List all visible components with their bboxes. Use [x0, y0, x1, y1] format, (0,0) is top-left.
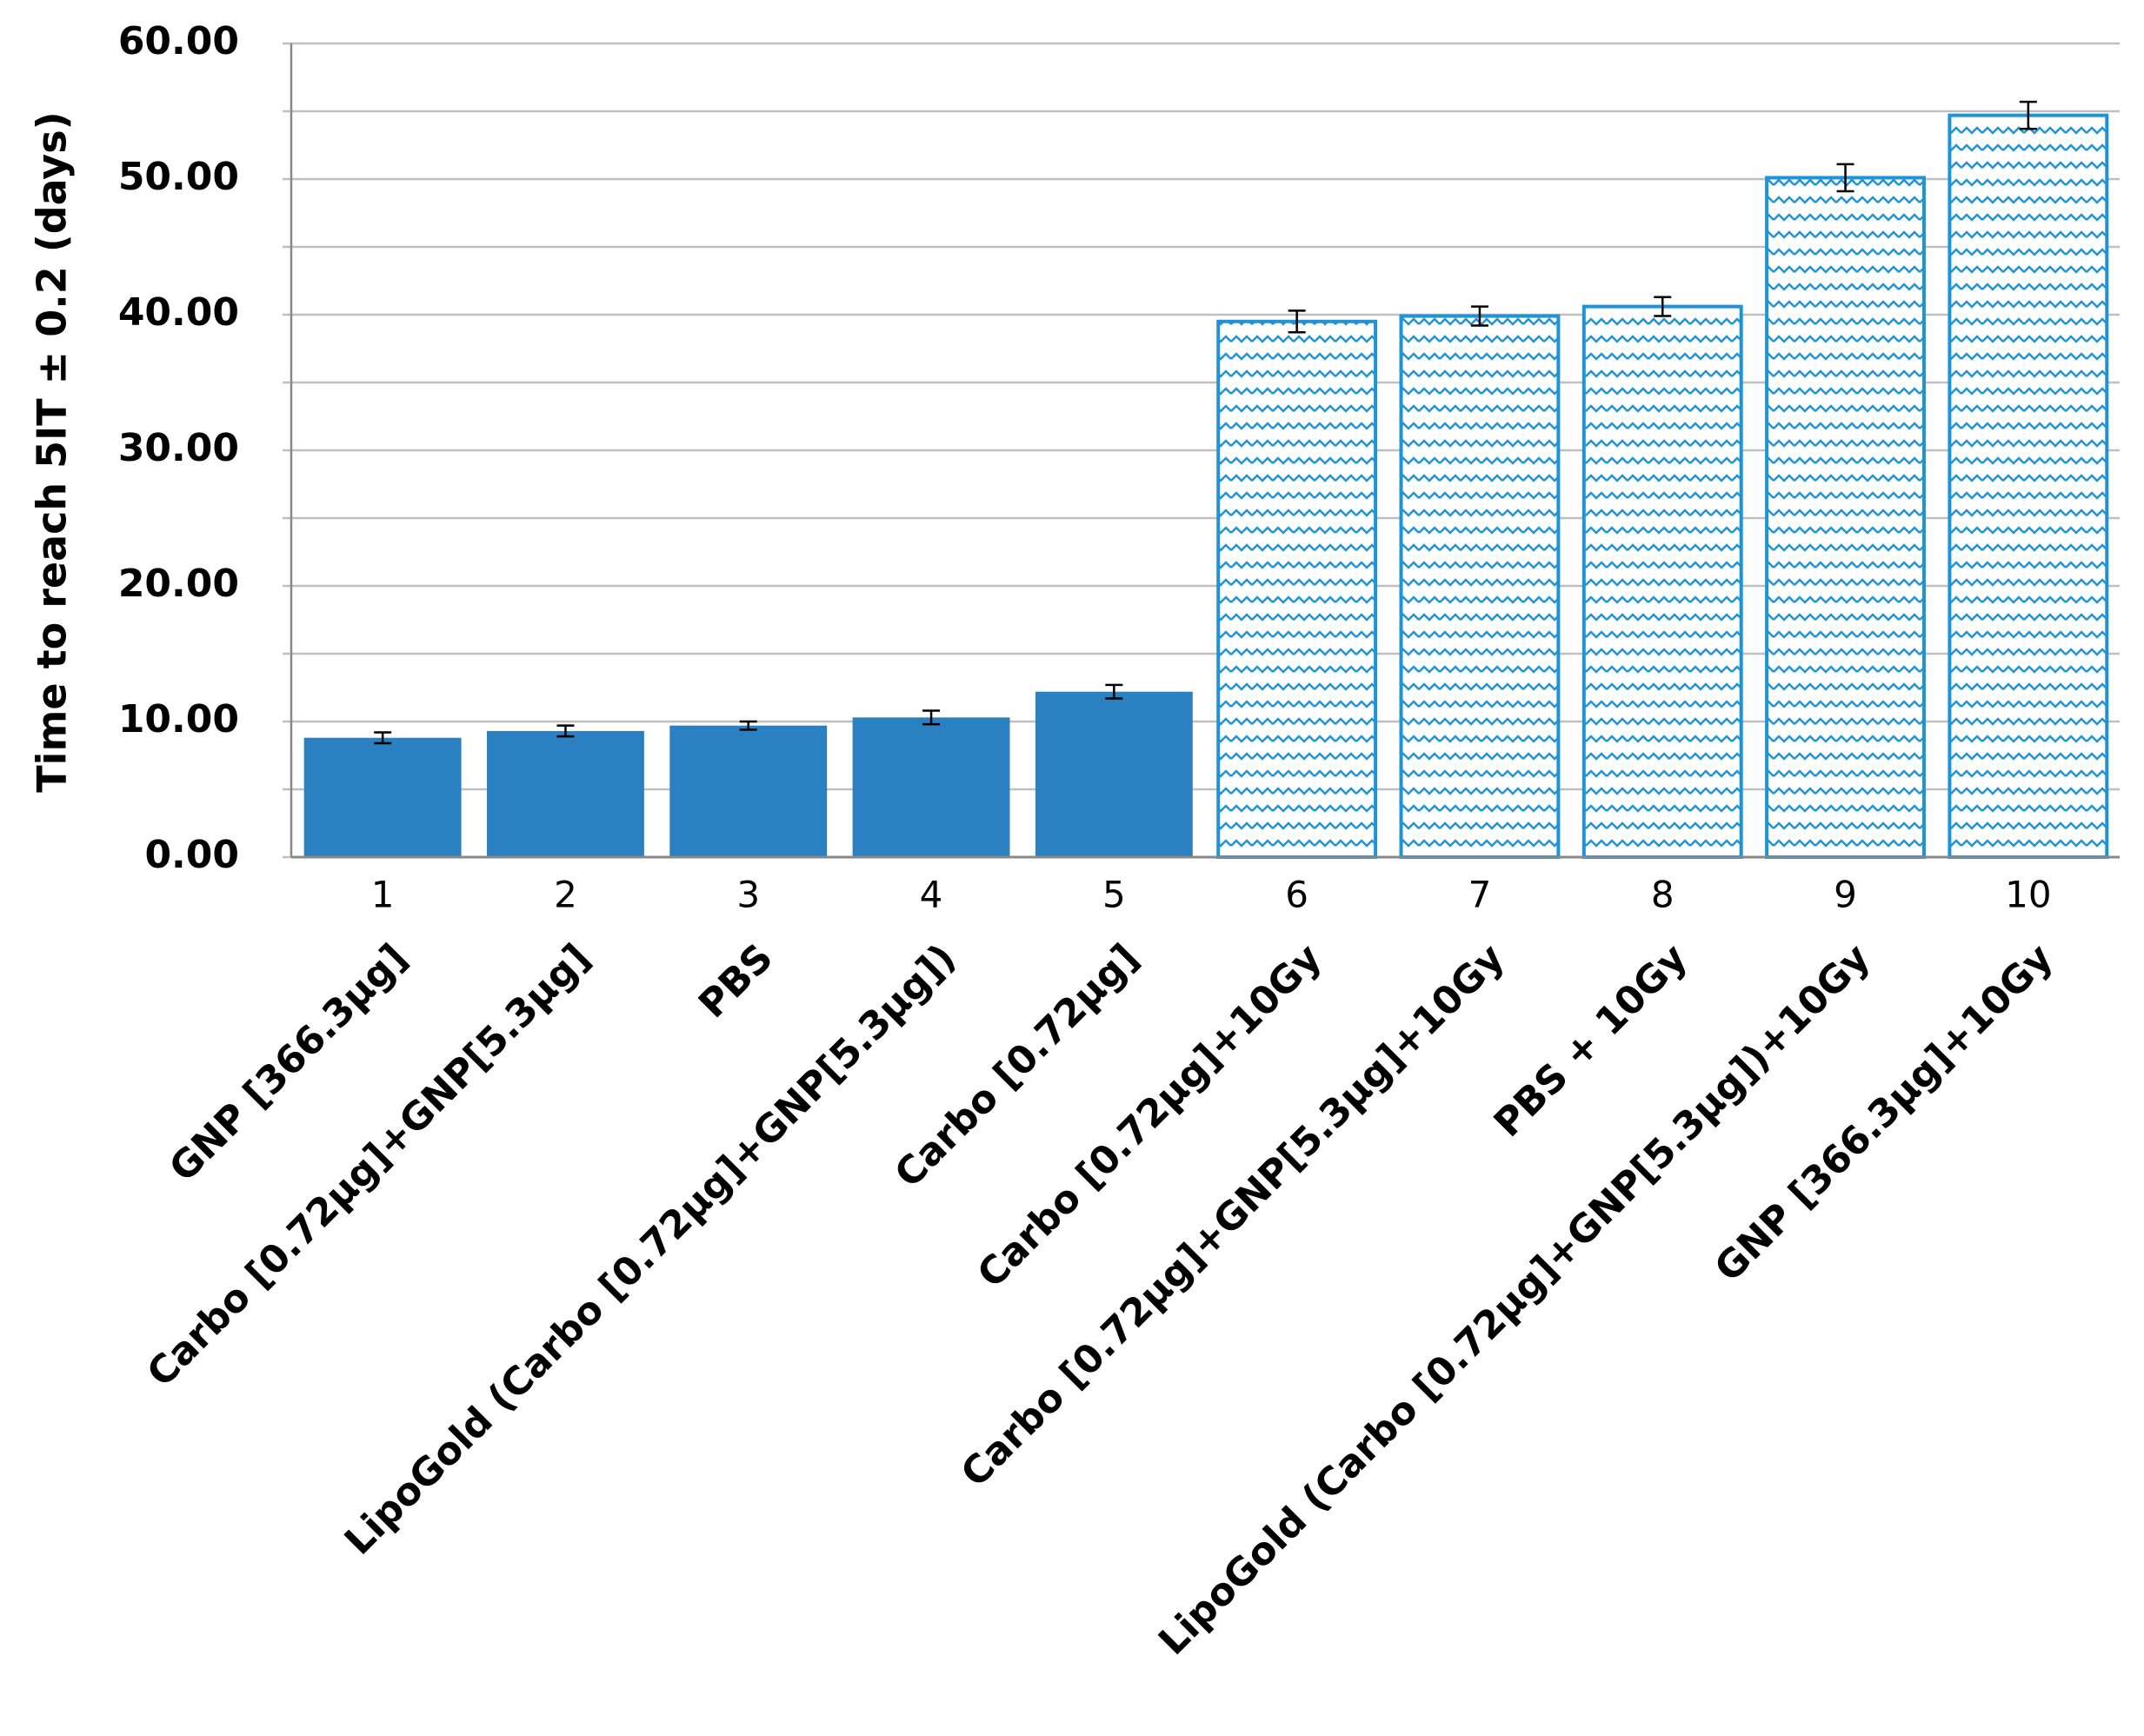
x-tick-label: 5: [1102, 874, 1126, 916]
x-tick-label: 6: [1285, 874, 1308, 916]
y-tick-label: 30.00: [118, 426, 239, 470]
bar: [669, 725, 828, 857]
bar: [1399, 314, 1561, 859]
x-tick-label: 1: [371, 874, 395, 916]
category-name: GNP [366.3µg]+10Gy: [1707, 935, 2061, 1290]
y-tick-label: 50.00: [118, 155, 239, 199]
x-tick-label: 4: [920, 874, 943, 916]
x-tick-label: 9: [1834, 874, 1857, 916]
category-name: Carbo [0.72µg]+10Gy: [969, 935, 1330, 1296]
y-axis-title: Time to reach 5IT ± 0.2 (days): [29, 111, 76, 792]
x-tick-label: 8: [1651, 874, 1675, 916]
y-tick-label: 0.00: [144, 833, 239, 877]
x-tick-label: 10: [2005, 874, 2051, 916]
category-name: LipoGold (Carbo [0.72µg]+GNP[5.3µg])+10G…: [1150, 935, 1879, 1664]
x-tick-label: 2: [554, 874, 577, 916]
x-tick-label: 3: [736, 874, 760, 916]
bar: [1948, 113, 2109, 859]
y-tick-label: 60.00: [118, 19, 239, 63]
bar: [1765, 176, 1926, 859]
y-tick-label: 20.00: [118, 562, 239, 606]
bar: [1035, 691, 1193, 857]
x-tick-label: 7: [1468, 874, 1492, 916]
bar: [1216, 319, 1378, 859]
y-tick-label: 40.00: [118, 290, 239, 335]
category-name: PBS: [690, 935, 782, 1027]
category-name: LipoGold (Carbo [0.72µg]+GNP[5.3µg]): [336, 935, 965, 1564]
bar: [1581, 304, 1743, 859]
bar: [487, 730, 644, 857]
category-name: PBS + 10Gy: [1486, 935, 1696, 1146]
bar: [852, 717, 1010, 857]
bar: [303, 737, 462, 857]
y-tick-label: 10.00: [118, 697, 239, 742]
